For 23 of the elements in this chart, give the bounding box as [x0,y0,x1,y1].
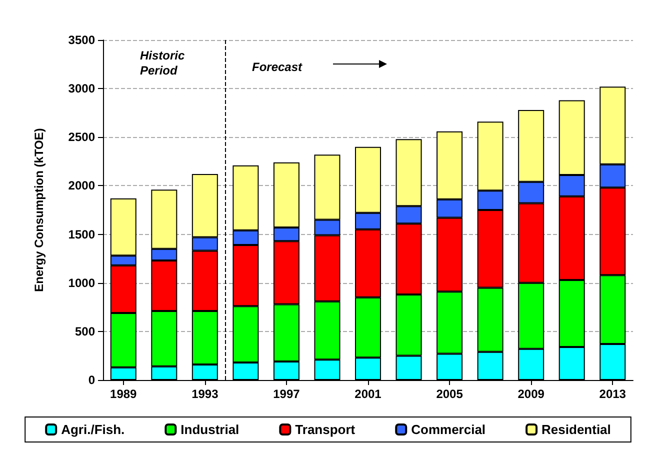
legend-label: Residential [542,422,611,437]
y-tick-label: 1000 [68,276,96,290]
x-tick-label: 1993 [192,387,219,401]
legend-label: Agri./Fish. [61,422,125,437]
legend-label: Transport [295,422,356,437]
x-tick-label: 2013 [599,387,626,401]
x-tick-label: 2009 [518,387,545,401]
x-tick-label: 1989 [110,387,138,401]
x-tick-label: 2001 [354,387,382,401]
annotation: Forecast [252,60,304,74]
y-axis-title: Energy Consumption (kTOE) [32,128,46,292]
y-tick-label: 2500 [68,130,96,144]
x-tick-label: 1997 [273,387,300,401]
y-tick-label: 500 [74,324,96,338]
legend-label: Commercial [411,422,486,437]
x-tick-label: 2005 [436,387,464,401]
y-tick-label: 1500 [68,227,96,242]
y-tick-label: 0 [88,373,96,387]
y-tick-label: 2000 [68,178,96,193]
legend-label: Industrial [180,422,240,437]
y-tick-label: 3500 [68,33,96,47]
y-tick-label: 3000 [68,82,96,96]
annotation: Historic Period [140,48,186,78]
